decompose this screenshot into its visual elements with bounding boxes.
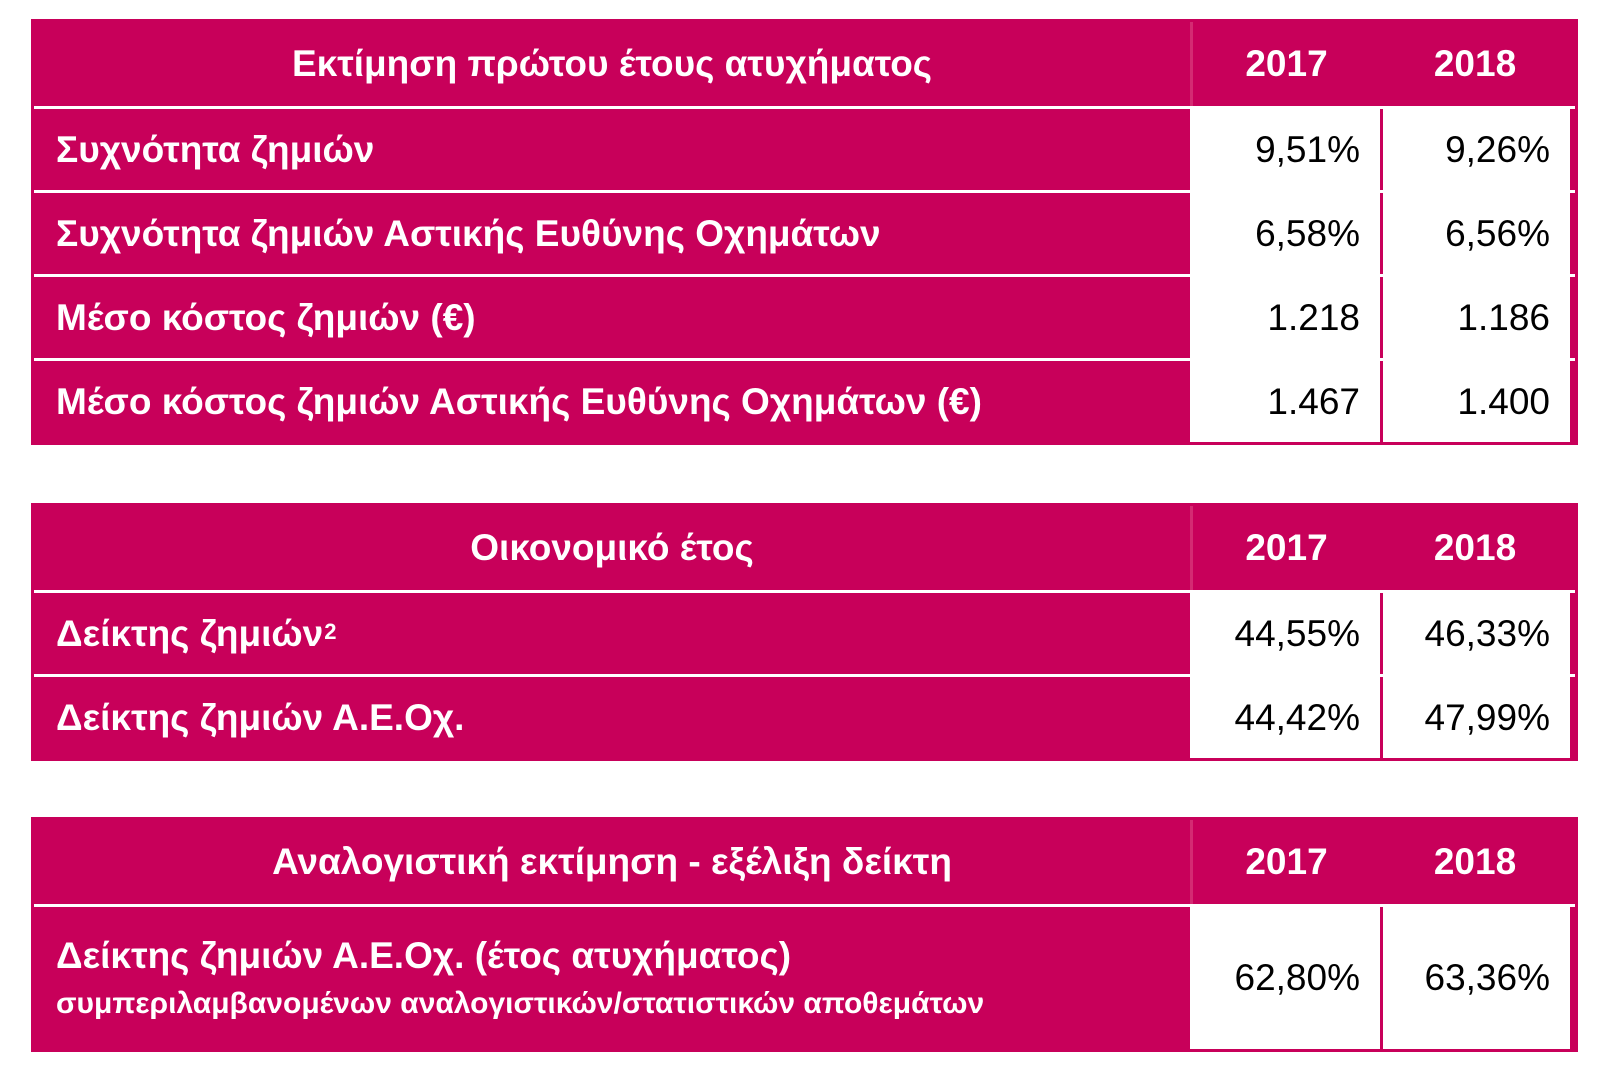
financial-year-table: Οικονομικό έτος 2017 2018 Δείκτης ζημιών… (31, 503, 1578, 761)
row-label: Μέσο κόστος ζημιών (€) (34, 277, 1190, 358)
row-label: Συχνότητα ζημιών Αστικής Ευθύνης Οχημάτω… (34, 193, 1190, 274)
year-2017-header: 2017 (1190, 22, 1380, 106)
row-label: Δείκτης ζημιών Α.Ε.Οχ. (34, 677, 1190, 758)
value-2017: 44,42% (1190, 677, 1380, 758)
table-title: Εκτίμηση πρώτου έτους ατυχήματος (34, 22, 1190, 106)
value-2018: 9,26% (1380, 109, 1570, 190)
accident-year-table: Εκτίμηση πρώτου έτους ατυχήματος 2017 20… (31, 19, 1578, 445)
value-2017: 62,80% (1190, 907, 1380, 1049)
table-header: Οικονομικό έτος 2017 2018 (34, 506, 1575, 590)
row-label: Μέσο κόστος ζημιών Αστικής Ευθύνης Οχημά… (34, 361, 1190, 442)
row-label-text: Δείκτης ζημιών (56, 612, 324, 654)
value-2018: 46,33% (1380, 593, 1570, 674)
table-row: Μέσο κόστος ζημιών (€) 1.218 1.186 (34, 274, 1575, 358)
table-row: Δείκτης ζημιών 2 44,55% 46,33% (34, 590, 1575, 674)
table-title: Οικονομικό έτος (34, 506, 1190, 590)
table-row: Δείκτης ζημιών Α.Ε.Οχ. (έτος ατυχήματος)… (34, 904, 1575, 1049)
value-2017: 6,58% (1190, 193, 1380, 274)
value-2017: 44,55% (1190, 593, 1380, 674)
value-2017: 1.467 (1190, 361, 1380, 442)
table-row: Συχνότητα ζημιών Αστικής Ευθύνης Οχημάτω… (34, 190, 1575, 274)
table-row: Μέσο κόστος ζημιών Αστικής Ευθύνης Οχημά… (34, 358, 1575, 442)
row-label-sub: συμπεριλαμβανομένων αναλογιστικών/στατισ… (56, 987, 985, 1020)
year-2017-header: 2017 (1190, 820, 1380, 904)
value-2017: 9,51% (1190, 109, 1380, 190)
actuarial-estimate-table: Αναλογιστική εκτίμηση - εξέλιξη δείκτη 2… (31, 817, 1578, 1052)
value-2018: 6,56% (1380, 193, 1570, 274)
value-2018: 1.186 (1380, 277, 1570, 358)
year-2018-header: 2018 (1380, 22, 1570, 106)
value-2018: 1.400 (1380, 361, 1570, 442)
year-2017-header: 2017 (1190, 506, 1380, 590)
row-label: Δείκτης ζημιών Α.Ε.Οχ. (έτος ατυχήματος)… (34, 907, 1190, 1049)
value-2017: 1.218 (1190, 277, 1380, 358)
table-row: Συχνότητα ζημιών 9,51% 9,26% (34, 106, 1575, 190)
value-2018: 47,99% (1380, 677, 1570, 758)
year-2018-header: 2018 (1380, 506, 1570, 590)
row-label: Δείκτης ζημιών 2 (34, 593, 1190, 674)
table-title: Αναλογιστική εκτίμηση - εξέλιξη δείκτη (34, 820, 1190, 904)
row-label: Συχνότητα ζημιών (34, 109, 1190, 190)
year-2018-header: 2018 (1380, 820, 1570, 904)
value-2018: 63,36% (1380, 907, 1570, 1049)
row-label-main: Δείκτης ζημιών Α.Ε.Οχ. (έτος ατυχήματος) (56, 935, 792, 976)
table-row: Δείκτης ζημιών Α.Ε.Οχ. 44,42% 47,99% (34, 674, 1575, 758)
table-header: Αναλογιστική εκτίμηση - εξέλιξη δείκτη 2… (34, 820, 1575, 904)
table-header: Εκτίμηση πρώτου έτους ατυχήματος 2017 20… (34, 22, 1575, 106)
